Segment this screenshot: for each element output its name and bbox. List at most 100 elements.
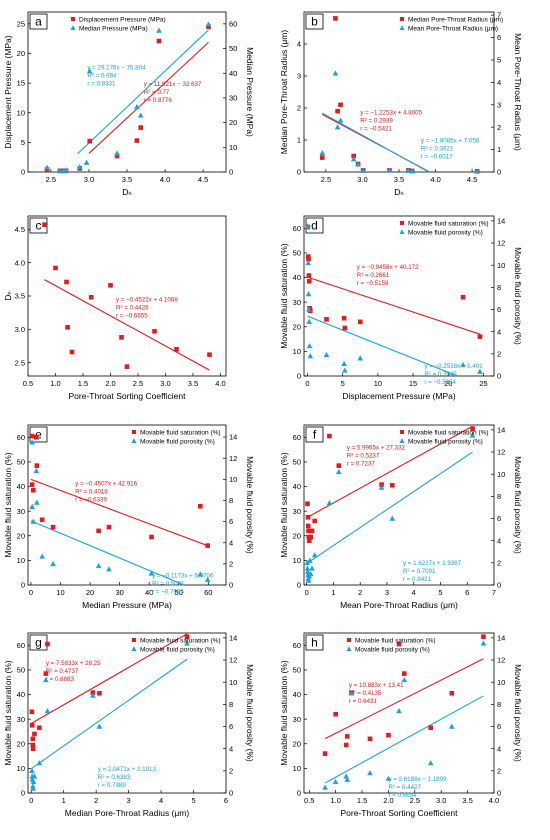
data-point [207,352,212,357]
data-point [149,534,154,540]
plot-frame [303,424,495,586]
fit-line [30,478,208,547]
data-point [114,150,120,156]
y2-tick-label: 2 [497,766,501,775]
data-point [336,463,342,468]
data-point [184,634,190,639]
x-tick-label: 1.0 [330,796,340,805]
y-tick-label: 0 [21,581,25,590]
data-point [307,557,313,563]
data-point [389,515,396,521]
data-point [33,467,40,474]
y-tick-label: 15 [17,79,25,88]
fit-equation: R² = 0.3545 [424,371,457,378]
data-point [448,723,455,729]
data-point [197,571,204,577]
data-point [106,566,112,572]
legend-marker [399,438,405,443]
y2-tick-label: 12 [497,239,505,248]
data-point [351,153,356,159]
plot-frame [27,632,227,794]
y2-tick-label: 4 [497,536,501,545]
data-point [36,760,43,766]
y2-tick-label: 2 [497,558,501,567]
y-tick-label: 4 [297,40,301,49]
legend-marker [399,229,405,234]
y-tick-label: 1 [297,136,301,145]
data-point [108,283,113,288]
fit-equation: r = 0.8776 [144,97,173,104]
y-tick-label: 20 [293,531,301,540]
data-point [481,634,486,639]
fit-equation: R² = 0.5237 [347,453,380,460]
data-point [44,164,50,170]
x-tick-label: 0.5 [304,796,314,805]
y-tick-label: 60 [293,224,301,233]
y2-tick-label: 0 [497,581,501,590]
plot-frame [27,424,227,586]
data-point [344,776,351,782]
fit-equation: R² = 0.6383 [98,774,131,781]
x-tick-label: 3.5 [462,796,472,805]
data-point [39,517,45,523]
y-tick-label: 60 [293,641,301,650]
x-tick-label: 15 [409,379,417,388]
y2-tick-label: 4 [497,327,501,336]
y2-tick-label: 0 [229,789,233,798]
y-tick-label: 40 [293,482,301,491]
data-point [460,294,466,300]
data-point [308,534,313,540]
data-point [106,524,112,530]
fit-equation: r = 0.8421 [403,576,432,583]
data-point [53,265,58,271]
data-point [306,278,312,284]
data-point [401,671,407,676]
x-tick-label: 2.5 [410,796,420,805]
data-point [96,528,101,534]
data-point [350,156,357,162]
y-tick-label: 4.5 [15,225,25,234]
data-point [307,353,314,359]
fit-equation: R² = 0.2939 [360,117,393,124]
data-point [305,254,311,259]
data-point [148,570,155,576]
x-tick-label: 4 [159,796,163,805]
y2-tick-label: 8 [497,700,501,709]
y-tick-label: 20 [17,49,25,58]
x-tick-label: 20 [86,588,94,597]
data-point [63,167,69,173]
y-axis-label: Movable fluid saturation (%) [279,660,289,766]
fit-equation: r = 0.7989 [98,782,127,789]
plot-frame [303,215,495,377]
data-point [204,576,211,582]
fit-equation: r = 0.6883 [46,676,75,683]
data-point [357,355,364,361]
x-tick-label: 0.5 [23,379,33,388]
data-point [357,319,363,325]
plot-frame [303,11,495,173]
y2-tick-label: 12 [229,656,237,665]
fit-equation: r = −0.6655 [116,312,148,319]
data-point [30,736,36,742]
data-point [332,70,339,76]
fit-line [30,658,188,770]
panel-letter-box [29,13,48,30]
y2-tick-label: 14 [229,433,237,442]
y-tick-label: 60 [17,641,25,650]
y-tick-label: 30 [293,507,301,516]
y2-tick-label: 5 [497,56,501,65]
panel-letter: e [35,428,42,442]
x-tick-label: 3.5 [122,175,132,184]
x-tick-label: 10 [56,588,64,597]
data-point [306,256,311,262]
y2-axis-label: Movable fluid porosity (%) [513,247,523,345]
fit-equation: y = 29.176x − 75.804 [87,64,146,71]
data-point [42,222,47,227]
y2-tick-label: 14 [229,633,237,642]
y2-tick-label: 14 [497,425,505,434]
data-point [334,124,341,130]
x-tick-label: 5 [438,588,442,597]
data-point [305,223,311,229]
legend-label: Mean Pore-Throat Radius (μm) [408,25,498,32]
data-point [477,334,483,339]
